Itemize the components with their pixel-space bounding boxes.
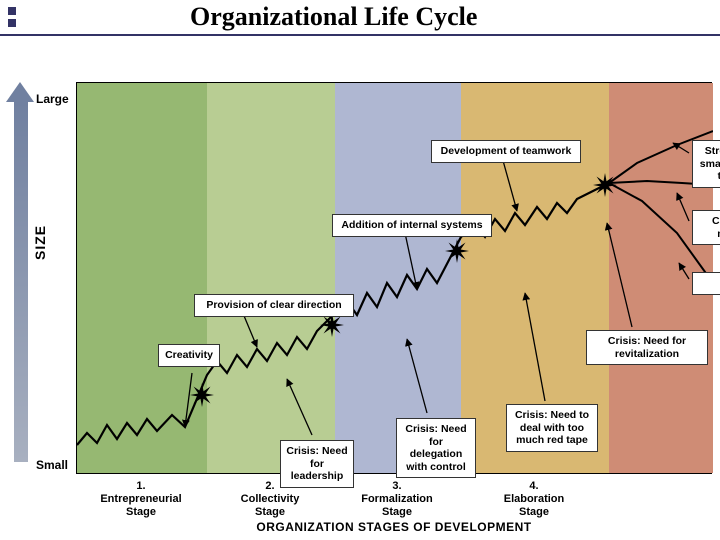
- pointer-arrow-8: [607, 223, 632, 327]
- y-axis-bottom-label: Small: [36, 458, 68, 472]
- pointer-arrow-5: [407, 339, 427, 413]
- label-box-delegation: Crisis: Need for delegation with control: [396, 418, 476, 478]
- plot-svg: [77, 83, 713, 475]
- y-axis-top-label: Large: [36, 92, 69, 106]
- title-bar: Organizational Life Cycle: [0, 0, 720, 36]
- label-box-redtape: Crisis: Need to deal with too much red t…: [506, 404, 598, 452]
- crisis-burst-4: [593, 173, 617, 197]
- pointer-arrow-11: [679, 263, 689, 279]
- x-label-stage-4: 4.ElaborationStage: [460, 480, 608, 520]
- label-box-creativity: Creativity: [158, 344, 220, 367]
- pointer-arrow-7: [525, 293, 545, 401]
- label-box-leadership: Crisis: Need for leadership: [280, 440, 354, 488]
- crisis-burst-3: [445, 239, 469, 263]
- label-box-decline: Decline: [692, 272, 720, 295]
- pointer-arrow-6: [502, 157, 517, 211]
- label-box-revitalize: Crisis: Need for revitalization: [586, 330, 708, 365]
- crisis-burst-1: [190, 383, 214, 407]
- chart-area: SIZE Large Small 1.EntrepreneurialStage2…: [0, 40, 720, 540]
- y-axis-arrow: [14, 102, 28, 462]
- plot-region: [76, 82, 712, 474]
- label-box-streamlining: Streamlining, small-company thinking: [692, 140, 720, 188]
- pointer-arrow-10: [677, 193, 689, 221]
- page-title: Organizational Life Cycle: [190, 2, 477, 32]
- crisis-burst-2: [320, 313, 344, 337]
- x-axis-title: ORGANIZATION STAGES OF DEVELOPMENT: [76, 520, 712, 534]
- title-bullets: [0, 7, 30, 27]
- label-box-systems: Addition of internal systems: [332, 214, 492, 237]
- pointer-arrow-3: [287, 379, 312, 435]
- label-box-maturity: Continued maturity: [692, 210, 720, 245]
- label-box-direction: Provision of clear direction: [194, 294, 354, 317]
- y-axis-label: SIZE: [32, 225, 48, 260]
- y-axis-arrowhead: [6, 82, 34, 102]
- x-label-stage-1: 1.EntrepreneurialStage: [76, 480, 206, 520]
- label-box-teamwork: Development of teamwork: [431, 140, 581, 163]
